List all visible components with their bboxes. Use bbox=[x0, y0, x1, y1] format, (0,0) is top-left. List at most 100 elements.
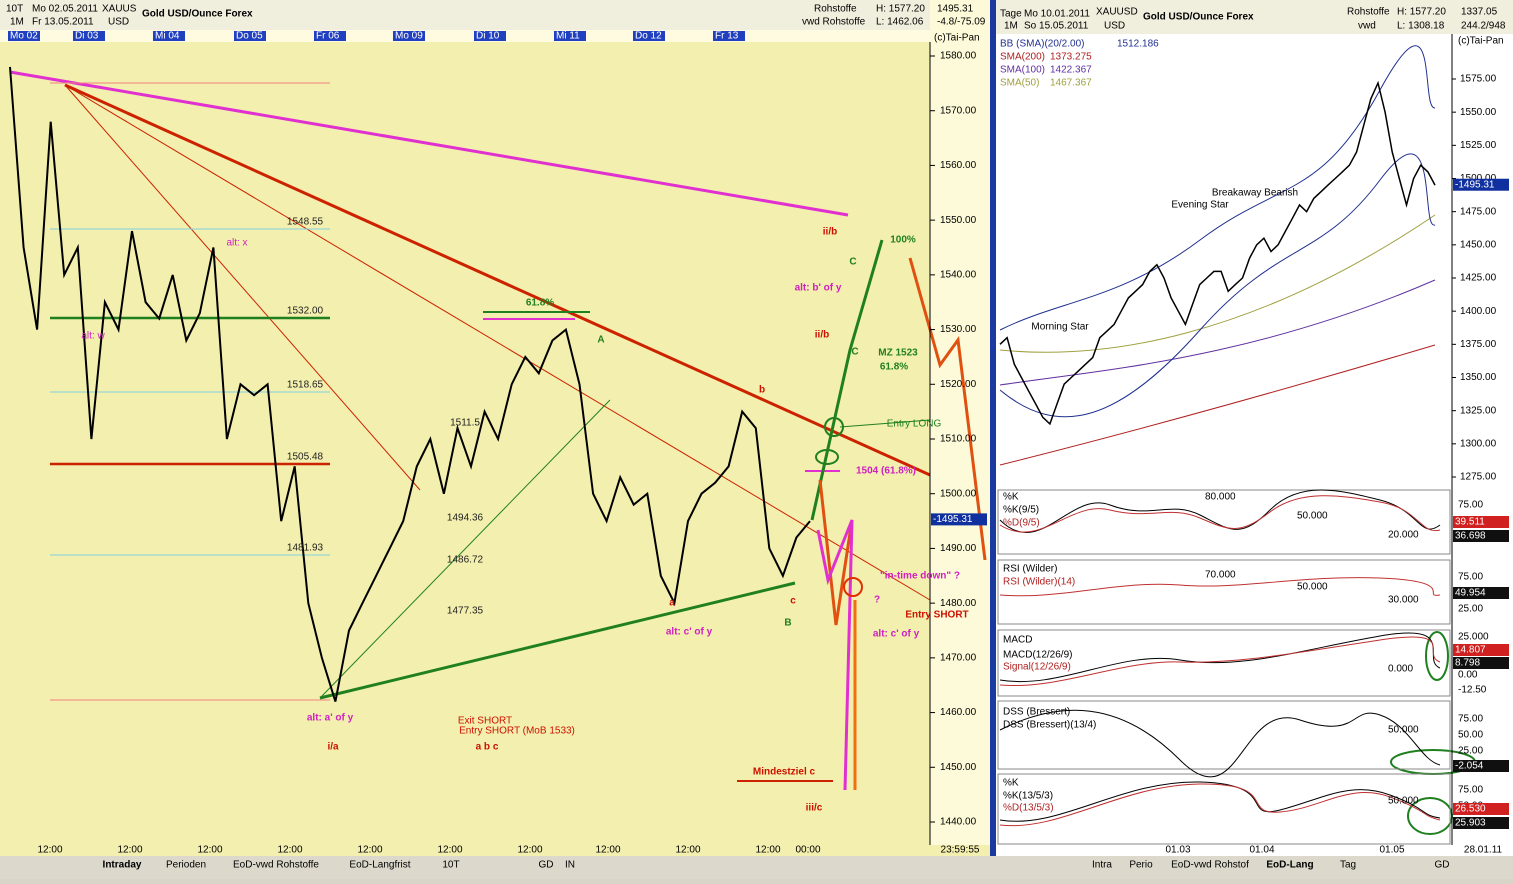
indicator-label: 75.00 bbox=[1458, 714, 1483, 725]
indicator-label: 80.000 bbox=[1205, 492, 1236, 503]
indicator-label: %K(13/5/3) bbox=[1003, 791, 1053, 802]
y-tick-label: 1500.00 bbox=[1460, 173, 1497, 184]
x-tick-label: 12:00 bbox=[675, 845, 700, 856]
label: 10T bbox=[6, 4, 23, 15]
left-header bbox=[0, 0, 990, 30]
value-box bbox=[1453, 803, 1509, 815]
indicator-label: -2.054 bbox=[1455, 761, 1484, 772]
wave-path bbox=[816, 519, 854, 791]
day-box bbox=[713, 31, 745, 41]
annotation: Morning Star bbox=[1031, 322, 1089, 333]
y-tick-label: 1530.00 bbox=[940, 324, 977, 335]
sma200 bbox=[999, 344, 1436, 466]
indicator-label: 25.000 bbox=[1458, 632, 1489, 643]
label: L: 1308.18 bbox=[1397, 21, 1445, 32]
day-label: Fr 06 bbox=[316, 31, 340, 42]
y-tick-label: 1525.00 bbox=[1460, 140, 1497, 151]
trend-line bbox=[9, 70, 849, 217]
label: vwd bbox=[1358, 21, 1376, 32]
trend-line bbox=[64, 84, 421, 491]
divider bbox=[990, 0, 996, 879]
label: So 15.05.2011 bbox=[1024, 21, 1089, 32]
tab: IN bbox=[565, 860, 575, 871]
label: Mo 10.01.2011 bbox=[1024, 9, 1090, 20]
day-label: Do 12 bbox=[635, 31, 662, 42]
tab: Intraday bbox=[103, 860, 142, 871]
annotation: ii/b bbox=[823, 227, 837, 238]
label: 1495.31 bbox=[937, 4, 974, 15]
annotation: B bbox=[784, 618, 791, 629]
y-tick-label: 1460.00 bbox=[940, 707, 977, 718]
osc-line bbox=[999, 636, 1441, 687]
label: USD bbox=[108, 17, 129, 28]
day-label: Mo 02 bbox=[10, 31, 38, 42]
left-axis-col bbox=[930, 0, 990, 845]
annotation: alt: c' of y bbox=[873, 629, 920, 640]
last-price: -1495.31 bbox=[1455, 179, 1495, 190]
value-box bbox=[1453, 760, 1509, 772]
wave-path bbox=[908, 257, 987, 561]
y-tick-label: 1425.00 bbox=[1460, 273, 1497, 284]
annotation: alt: a' of y bbox=[307, 713, 354, 724]
day-box bbox=[633, 31, 665, 41]
indicator-label: RSI (Wilder)(14) bbox=[1003, 577, 1075, 588]
x-tick-label: 28.01.11 bbox=[1464, 845, 1503, 856]
x-tick-label: 12:00 bbox=[277, 845, 302, 856]
indicator-label: DSS (Bressert) bbox=[1003, 707, 1070, 718]
marker-circle bbox=[843, 577, 863, 597]
label: -4.8/-75.09 bbox=[937, 17, 986, 28]
label: (c)Tai-Pan bbox=[934, 33, 980, 44]
indicator-label: MACD bbox=[1003, 635, 1032, 646]
annotation: A bbox=[597, 335, 604, 346]
tab: EoD-Langfrist bbox=[349, 860, 410, 871]
x-tick-label: 12:00 bbox=[357, 845, 382, 856]
tab: Perio bbox=[1129, 860, 1153, 871]
label: Rohstoffe bbox=[1347, 7, 1390, 18]
panel bbox=[997, 559, 1451, 625]
last-price-box bbox=[1453, 178, 1509, 191]
indicator-label: 0.00 bbox=[1458, 670, 1478, 681]
annotation: alt: x bbox=[226, 238, 247, 249]
annotation: c bbox=[790, 596, 796, 607]
y-tick-label: 1560.00 bbox=[940, 160, 977, 171]
annotation: Entry LONG bbox=[887, 419, 942, 430]
sma100 bbox=[999, 279, 1436, 386]
indicator-label: DSS (Bressert)(13/4) bbox=[1003, 720, 1096, 731]
annotation: 61.8% bbox=[880, 362, 908, 373]
label: Gold USD/Ounce Forex bbox=[142, 9, 253, 20]
x-tick-label: 12:00 bbox=[437, 845, 462, 856]
tab: Tag bbox=[1340, 860, 1356, 871]
annotation: 1486.72 bbox=[447, 555, 484, 566]
annotation: 1518.65 bbox=[287, 380, 324, 391]
osc-line bbox=[999, 783, 1441, 827]
indicator-label: MACD(12/26/9) bbox=[1003, 650, 1072, 661]
day-box bbox=[474, 31, 506, 41]
value-box bbox=[1453, 516, 1509, 528]
annotation: Exit SHORT bbox=[458, 716, 512, 727]
label: USD bbox=[1104, 21, 1125, 32]
label: 244.2/948 bbox=[1461, 21, 1506, 32]
label: XAUUSD bbox=[1096, 7, 1138, 18]
annotation: b bbox=[759, 385, 765, 396]
pointer bbox=[839, 419, 931, 428]
day-box bbox=[393, 31, 425, 41]
trend-line bbox=[64, 83, 931, 477]
annotation: Entry SHORT bbox=[905, 610, 968, 621]
indicator-label: 26.530 bbox=[1455, 804, 1486, 815]
trend-lines bbox=[9, 70, 1476, 835]
label: Fr 13.05.2011 bbox=[32, 17, 94, 28]
y-tick-label: 1440.00 bbox=[940, 817, 977, 828]
annotation: 61.8% bbox=[526, 298, 554, 309]
day-label: Mi 11 bbox=[556, 31, 580, 42]
value-box bbox=[1453, 587, 1509, 599]
annotation: 1477.35 bbox=[447, 606, 484, 617]
annotation: 1548.55 bbox=[287, 217, 324, 228]
y-tick-label: 1275.00 bbox=[1460, 472, 1497, 483]
indicator-label: 70.000 bbox=[1205, 570, 1236, 581]
tab: EoD-Lang bbox=[1266, 860, 1313, 871]
label: 1M bbox=[1004, 21, 1018, 32]
x-tick-label: 12:00 bbox=[517, 845, 542, 856]
y-tick-label: 1520.00 bbox=[940, 379, 977, 390]
last-price-box bbox=[931, 513, 987, 526]
x-tick-label: 12:00 bbox=[755, 845, 780, 856]
